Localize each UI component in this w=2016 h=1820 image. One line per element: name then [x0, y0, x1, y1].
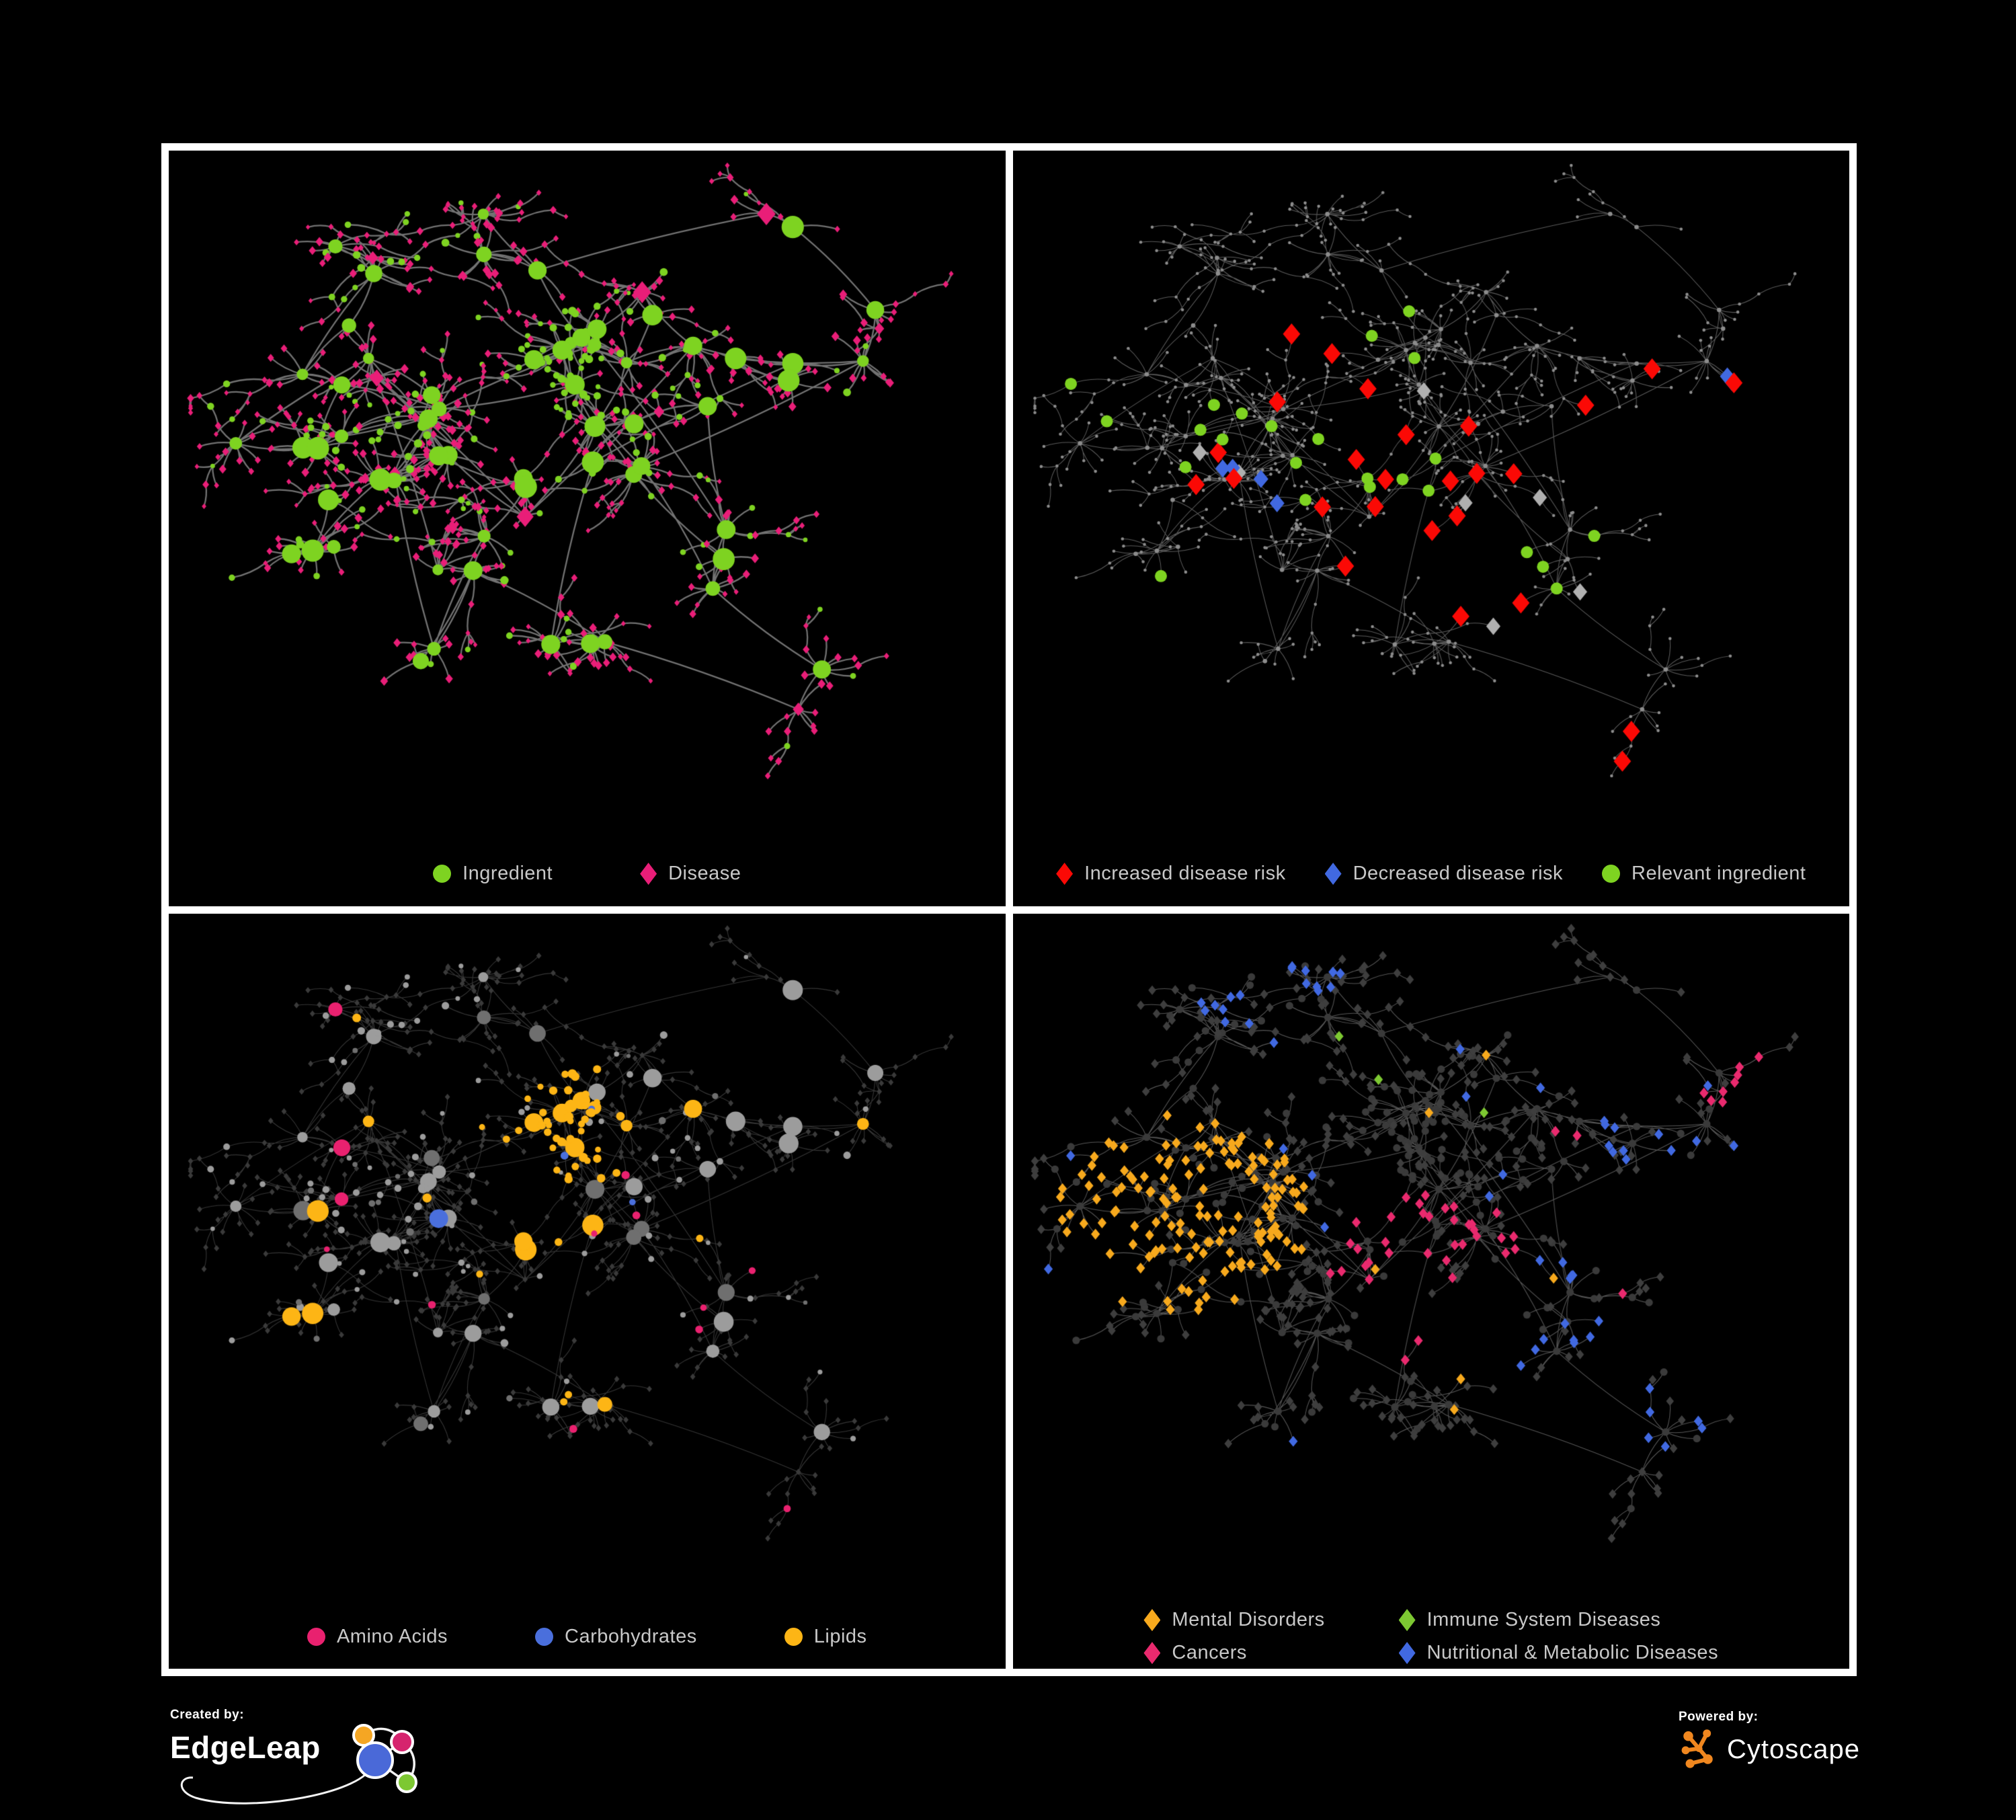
edgeleap-logo-text: EdgeLeap — [170, 1730, 321, 1765]
ingredient-class-network-canvas — [169, 913, 1006, 1605]
legend-item: Decreased disease risk — [1324, 863, 1564, 885]
legend-label: Immune System Diseases — [1426, 1609, 1661, 1631]
legend-item: Cancers — [1143, 1642, 1247, 1665]
legend-item: Ingredient — [433, 863, 553, 885]
legend-label: Disease — [668, 863, 741, 885]
legend-disease-risk: Increased disease risk Decreased disease … — [1013, 842, 1850, 906]
legend-label: Amino Acids — [336, 1625, 448, 1647]
legend-item: Mental Disorders — [1143, 1609, 1325, 1632]
legend-marker-circle — [1602, 865, 1621, 883]
legend-ingredient-disease: Ingredient Disease — [169, 842, 1006, 906]
legend-label: Mental Disorders — [1172, 1609, 1325, 1631]
edgeleap-logo-icon — [180, 1724, 417, 1805]
legend-item: Lipids — [784, 1626, 867, 1648]
legend-marker-diamond — [1398, 1609, 1416, 1632]
disease-risk-network-canvas — [1012, 151, 1849, 842]
legend-label: Nutritional & Metabolic Diseases — [1426, 1642, 1719, 1664]
created-by-label: Created by: — [170, 1708, 245, 1722]
legend-marker-circle — [535, 1627, 554, 1646]
disease-category-network-canvas — [1012, 913, 1849, 1605]
panel-disease-risk: Increased disease risk Decreased disease … — [1012, 151, 1850, 906]
legend-item: Nutritional & Metabolic Diseases — [1398, 1642, 1719, 1665]
legend-marker-circle — [784, 1627, 803, 1646]
legend-marker-diamond — [1398, 1642, 1416, 1665]
legend-marker-diamond — [1143, 1642, 1161, 1665]
legend-marker-circle — [307, 1627, 325, 1646]
legend-item: Increased disease risk — [1056, 863, 1286, 885]
legend-marker-diamond — [1143, 1609, 1161, 1632]
panel-disease-categories: Mental Disorders Immune System Diseases Ca… — [1012, 913, 1850, 1669]
legend-label: Ingredient — [462, 863, 553, 885]
legend-ingredient-classes: Amino Acids Carbohydrates Lipids — [169, 1604, 1006, 1669]
cytoscape-logo-text: Cytoscape — [1727, 1734, 1860, 1764]
legend-label: Carbohydrates — [565, 1625, 697, 1647]
legend-label: Increased disease risk — [1084, 863, 1286, 885]
ingredient-disease-network-canvas — [169, 151, 1006, 842]
legend-item: Relevant ingredient — [1602, 863, 1806, 885]
legend-label: Decreased disease risk — [1353, 863, 1564, 885]
panel-grid: Ingredient Disease Increased disease risk… — [161, 143, 1857, 1676]
legend-item: Amino Acids — [307, 1626, 448, 1648]
created-by-block: Created by: EdgeLeap — [170, 1708, 452, 1805]
panel-ingredient-disease: Ingredient Disease — [169, 151, 1006, 906]
legend-label: Lipids — [813, 1625, 867, 1647]
cytoscape-logo-icon — [1681, 1729, 1713, 1768]
legend-disease-categories: Mental Disorders Immune System Diseases Ca… — [1013, 1604, 1850, 1669]
legend-marker-circle — [433, 865, 452, 883]
powered-by-block: Powered by: Cytoscape — [1679, 1710, 1860, 1772]
legend-item: Immune System Diseases — [1398, 1609, 1661, 1632]
legend-marker-diamond — [1324, 863, 1342, 885]
legend-label: Cancers — [1172, 1642, 1247, 1664]
panel-ingredient-classes: Amino Acids Carbohydrates Lipids — [169, 913, 1006, 1669]
legend-marker-diamond — [640, 863, 657, 885]
legend-item: Carbohydrates — [535, 1626, 697, 1648]
legend-item: Disease — [640, 863, 741, 885]
legend-marker-diamond — [1056, 863, 1074, 885]
legend-label: Relevant ingredient — [1631, 863, 1806, 885]
powered-by-label: Powered by: — [1679, 1710, 1759, 1724]
